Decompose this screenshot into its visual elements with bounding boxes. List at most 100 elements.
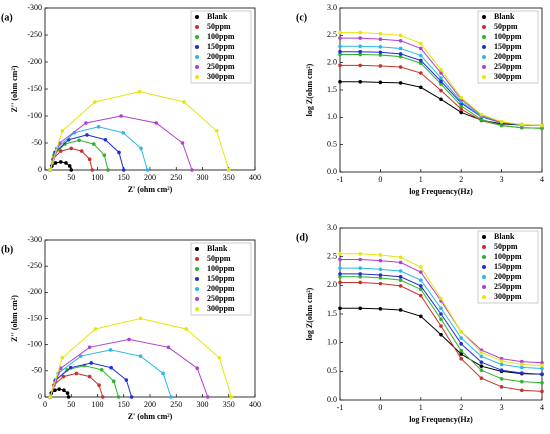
data-point bbox=[85, 133, 89, 137]
x-tick-label: 0 bbox=[378, 175, 382, 184]
data-point bbox=[378, 45, 383, 49]
data-point bbox=[137, 89, 142, 94]
x-tick-label: 4 bbox=[540, 175, 544, 184]
data-point bbox=[109, 365, 113, 370]
data-point bbox=[53, 161, 58, 165]
x-axis-label: log Frequency(Hz) bbox=[409, 415, 473, 424]
data-point bbox=[117, 150, 121, 155]
x-axis-label: Z' (ohm cm²) bbox=[128, 412, 173, 421]
data-point bbox=[378, 37, 383, 41]
data-point bbox=[439, 317, 443, 321]
x-tick-label: 150 bbox=[118, 173, 130, 182]
data-point bbox=[338, 49, 342, 54]
legend-label: 200ppm bbox=[494, 272, 522, 281]
legend-label: 100ppm bbox=[494, 252, 522, 261]
y-tick-label: 2.0 bbox=[327, 280, 337, 289]
data-point bbox=[66, 395, 71, 399]
y-tick-label: 1.0 bbox=[327, 112, 337, 121]
data-point bbox=[398, 46, 403, 51]
x-tick-label: 1 bbox=[419, 403, 423, 412]
data-point bbox=[358, 280, 363, 285]
data-point bbox=[540, 363, 544, 368]
y-tick-label: 0 bbox=[38, 392, 42, 401]
data-point bbox=[338, 266, 342, 270]
data-point bbox=[439, 332, 443, 337]
legend-label: 150ppm bbox=[207, 42, 235, 51]
data-point bbox=[520, 379, 524, 384]
data-point bbox=[439, 71, 443, 75]
data-point bbox=[499, 376, 504, 381]
y-tick-label: 1.0 bbox=[327, 337, 337, 346]
data-point bbox=[121, 130, 126, 135]
legend-marker bbox=[195, 267, 199, 271]
data-point bbox=[64, 161, 68, 165]
data-point bbox=[358, 257, 363, 262]
data-point bbox=[439, 79, 443, 84]
fit-line bbox=[49, 91, 230, 171]
data-point bbox=[195, 366, 200, 371]
legend-marker bbox=[482, 55, 486, 59]
legend-marker bbox=[195, 287, 199, 291]
legend-marker bbox=[195, 15, 199, 19]
data-point bbox=[48, 168, 53, 172]
data-point bbox=[338, 252, 342, 256]
data-point bbox=[499, 123, 504, 128]
x-tick-label: 400 bbox=[249, 173, 261, 182]
data-point bbox=[63, 142, 67, 146]
data-point bbox=[338, 63, 342, 68]
data-point bbox=[459, 95, 464, 100]
x-tick-label: 350 bbox=[223, 400, 235, 409]
data-point bbox=[169, 395, 173, 399]
data-point bbox=[184, 327, 189, 331]
data-point bbox=[166, 345, 171, 350]
y-tick-label: 1.5 bbox=[327, 309, 337, 318]
data-point bbox=[338, 44, 342, 49]
data-point bbox=[439, 82, 443, 86]
data-point bbox=[358, 44, 363, 49]
y-tick-label: -200 bbox=[27, 57, 42, 66]
data-point bbox=[161, 371, 165, 376]
legend-marker bbox=[195, 307, 199, 311]
data-point bbox=[358, 252, 363, 256]
data-point bbox=[540, 123, 544, 128]
data-point bbox=[520, 371, 524, 375]
data-point bbox=[378, 253, 383, 257]
data-point bbox=[100, 395, 105, 399]
data-point bbox=[419, 314, 423, 319]
legend-label: 50ppm bbox=[494, 242, 518, 251]
x-tick-label: 0 bbox=[43, 400, 47, 409]
panel-label: (c) bbox=[296, 12, 307, 23]
data-point bbox=[154, 121, 159, 125]
legend-label: Blank bbox=[494, 12, 515, 21]
x-tick-label: 3 bbox=[500, 403, 504, 412]
data-point bbox=[378, 258, 383, 263]
data-point bbox=[378, 80, 383, 85]
x-tick-label: 200 bbox=[144, 400, 156, 409]
legend-marker bbox=[482, 235, 486, 239]
data-point bbox=[459, 329, 464, 334]
data-point bbox=[479, 368, 484, 372]
x-tick-label: 50 bbox=[67, 173, 75, 182]
x-tick-label: 200 bbox=[144, 173, 156, 182]
data-point bbox=[182, 100, 186, 104]
legend-label: 150ppm bbox=[207, 274, 235, 283]
legend-marker bbox=[482, 255, 486, 259]
data-point bbox=[116, 395, 121, 399]
data-point bbox=[479, 350, 484, 355]
data-point bbox=[65, 367, 69, 372]
data-point bbox=[398, 33, 403, 38]
legend-label: 300ppm bbox=[494, 72, 522, 81]
legend-label: 200ppm bbox=[207, 284, 235, 293]
x-tick-label: 100 bbox=[92, 173, 104, 182]
data-point bbox=[479, 354, 484, 359]
data-point bbox=[108, 348, 113, 352]
data-point bbox=[520, 365, 524, 370]
y-tick-label: -150 bbox=[27, 313, 42, 322]
data-point bbox=[338, 80, 342, 84]
data-point bbox=[540, 126, 544, 131]
data-point bbox=[459, 342, 464, 346]
data-point bbox=[97, 383, 101, 388]
data-point bbox=[338, 306, 342, 311]
y-tick-label: -200 bbox=[27, 287, 42, 296]
data-point bbox=[540, 389, 544, 394]
